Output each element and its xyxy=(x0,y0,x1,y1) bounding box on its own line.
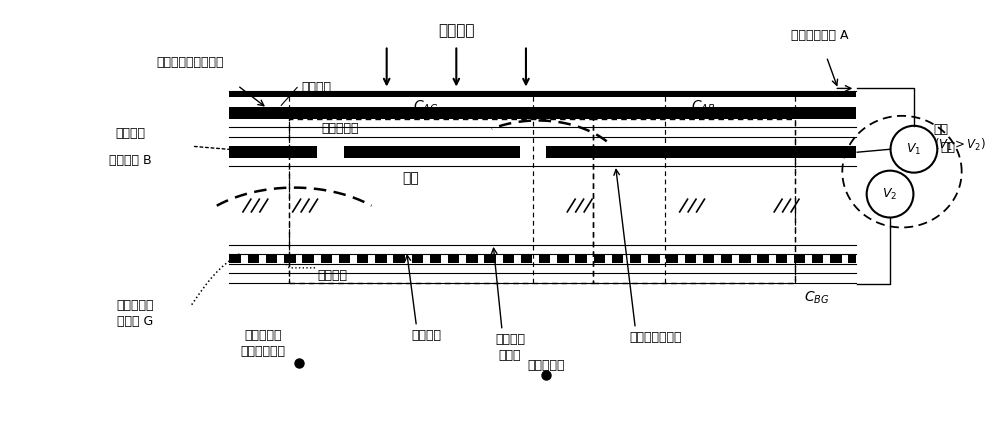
Bar xyxy=(539,255,550,263)
Bar xyxy=(685,255,696,263)
Bar xyxy=(521,255,532,263)
Text: 入射光束: 入射光束 xyxy=(438,24,475,38)
Bar xyxy=(248,255,259,263)
Bar xyxy=(703,255,714,263)
Bar xyxy=(757,255,769,263)
Text: $C_{BG}$: $C_{BG}$ xyxy=(804,290,830,306)
Bar xyxy=(357,255,368,263)
Bar xyxy=(648,255,660,263)
Text: $C_{AB}$: $C_{AB}$ xyxy=(691,99,716,115)
Bar xyxy=(302,255,314,263)
Bar xyxy=(794,255,805,263)
Bar xyxy=(430,255,441,263)
Text: 第一液晶: 第一液晶 xyxy=(495,333,525,346)
Bar xyxy=(594,255,605,263)
Bar xyxy=(721,255,732,263)
Bar xyxy=(848,255,856,263)
Text: 电压: 电压 xyxy=(934,123,949,136)
Bar xyxy=(776,255,787,263)
Bar xyxy=(630,255,641,263)
Bar xyxy=(412,255,423,263)
Text: 信号: 信号 xyxy=(941,141,956,154)
Bar xyxy=(503,255,514,263)
Bar xyxy=(229,255,241,263)
Bar xyxy=(557,255,569,263)
Text: 曲面折射轮廓: 曲面折射轮廓 xyxy=(241,345,286,357)
Text: 极间绵缘层: 极间绵缘层 xyxy=(321,122,359,135)
Bar xyxy=(375,255,387,263)
Text: 发散光束: 发散光束 xyxy=(411,329,441,342)
Text: 定向层: 定向层 xyxy=(499,349,521,361)
Bar xyxy=(546,146,856,158)
Bar xyxy=(229,108,856,119)
Text: 化电极板 B: 化电极板 B xyxy=(109,154,151,167)
Bar xyxy=(229,91,856,97)
Text: 顶层图案: 顶层图案 xyxy=(115,127,145,140)
Text: 第二基片: 第二基片 xyxy=(317,269,347,282)
Bar xyxy=(612,255,623,263)
Text: 第一基片: 第一基片 xyxy=(301,81,331,94)
Bar xyxy=(266,255,277,263)
Bar xyxy=(229,146,317,158)
Bar xyxy=(739,255,751,263)
Text: $(V_1>V_2)$: $(V_1>V_2)$ xyxy=(934,137,986,153)
Bar xyxy=(466,255,478,263)
Text: 第二液晶定向层: 第二液晶定向层 xyxy=(629,331,682,343)
Text: $V_1$: $V_1$ xyxy=(906,142,922,157)
Text: 液晶: 液晶 xyxy=(402,172,419,186)
Text: 电极板 G: 电极板 G xyxy=(117,315,153,328)
Text: 顶层面电极板 A: 顶层面电极板 A xyxy=(791,28,848,42)
Bar xyxy=(284,255,296,263)
Text: 长方形散斑: 长方形散斑 xyxy=(527,358,565,371)
Text: $V_2$: $V_2$ xyxy=(882,187,898,201)
Bar xyxy=(339,255,350,263)
Text: 单元液晶散光微柱镑: 单元液晶散光微柱镑 xyxy=(156,56,224,69)
Bar xyxy=(812,255,823,263)
Bar xyxy=(830,255,842,263)
Bar xyxy=(448,255,459,263)
Bar xyxy=(666,255,678,263)
Text: 等效常规凹: 等效常规凹 xyxy=(245,329,282,342)
Bar xyxy=(344,146,520,158)
Bar xyxy=(575,255,587,263)
Text: $C_{AG}$: $C_{AG}$ xyxy=(413,99,439,115)
Bar xyxy=(393,255,405,263)
Bar xyxy=(484,255,496,263)
Text: 网孔状共地: 网孔状共地 xyxy=(116,299,154,312)
Bar xyxy=(321,255,332,263)
